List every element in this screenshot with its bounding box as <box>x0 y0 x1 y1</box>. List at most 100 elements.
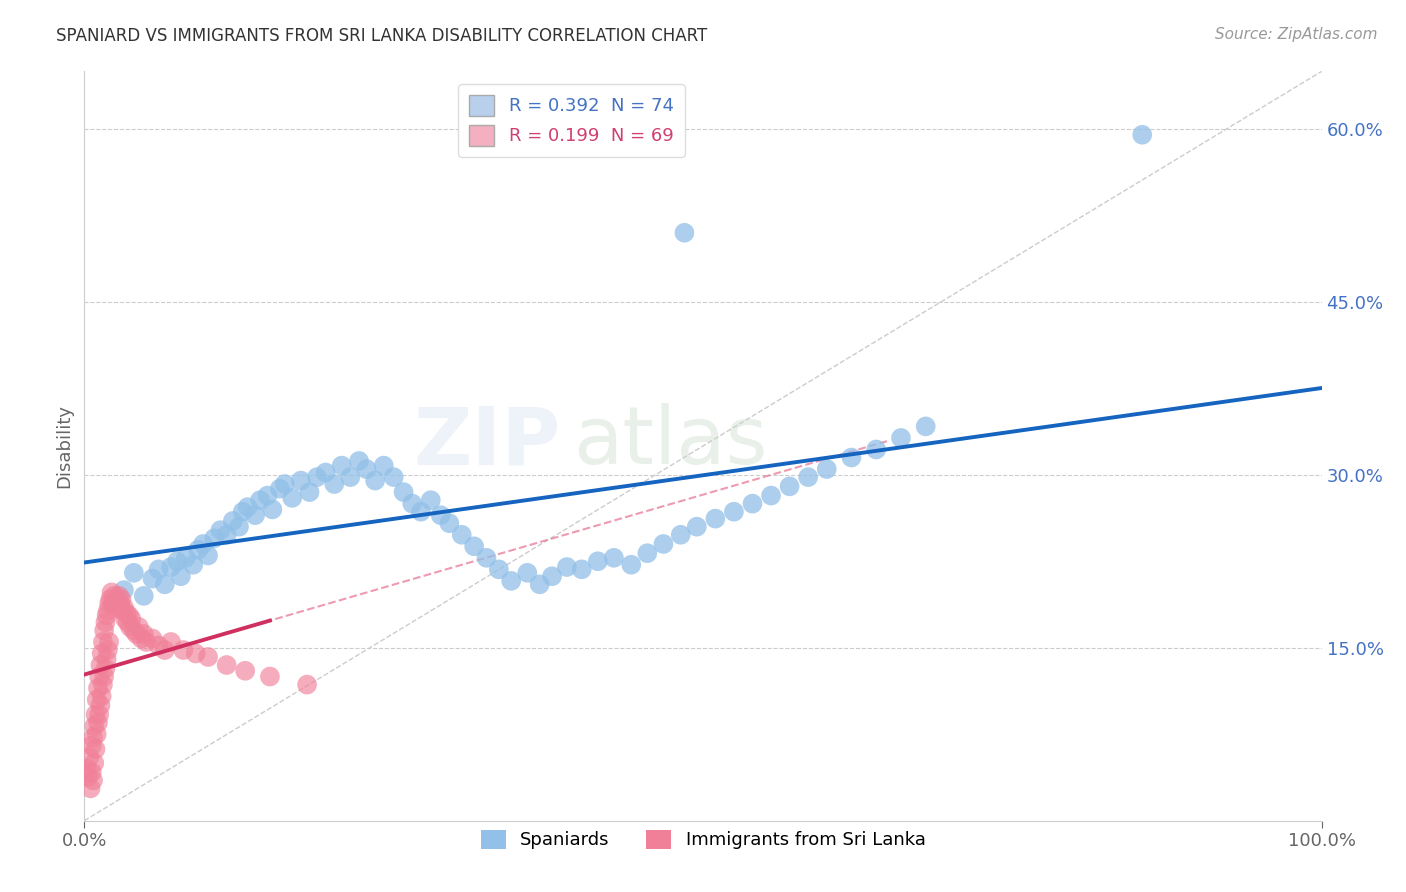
Legend: Spaniards, Immigrants from Sri Lanka: Spaniards, Immigrants from Sri Lanka <box>474 822 932 856</box>
Point <box>120 620 142 634</box>
Point <box>132 627 155 641</box>
Point <box>236 500 259 514</box>
Point <box>228 519 250 533</box>
Point <box>135 635 157 649</box>
Point <box>330 458 353 473</box>
Point <box>723 505 745 519</box>
Point <box>97 643 120 657</box>
Point <box>77 770 100 784</box>
Point <box>797 470 820 484</box>
Point <box>80 765 103 780</box>
Point <box>83 756 105 770</box>
Point <box>759 489 782 503</box>
Point <box>488 562 510 576</box>
Point <box>704 511 727 525</box>
Point <box>82 731 104 745</box>
Point <box>96 652 118 666</box>
Point <box>373 458 395 473</box>
Point <box>914 419 936 434</box>
Point <box>148 562 170 576</box>
Y-axis label: Disability: Disability <box>55 404 73 488</box>
Point <box>463 539 485 553</box>
Point <box>125 627 148 641</box>
Point <box>94 615 117 630</box>
Point <box>110 592 132 607</box>
Point <box>392 485 415 500</box>
Point <box>112 583 135 598</box>
Point <box>84 707 107 722</box>
Point <box>249 493 271 508</box>
Point <box>89 658 111 673</box>
Point <box>686 519 709 533</box>
Point <box>170 569 193 583</box>
Point <box>382 470 405 484</box>
Point <box>86 692 108 706</box>
Point <box>174 550 197 565</box>
Point <box>112 600 135 615</box>
Point <box>209 523 232 537</box>
Point <box>86 727 108 741</box>
Point <box>262 502 284 516</box>
Point <box>673 226 696 240</box>
Point <box>620 558 643 572</box>
Point <box>364 474 387 488</box>
Text: atlas: atlas <box>574 403 768 482</box>
Point <box>103 589 125 603</box>
Point <box>91 635 114 649</box>
Point <box>153 643 176 657</box>
Point <box>865 442 887 457</box>
Point <box>105 592 128 607</box>
Point <box>295 678 318 692</box>
Point <box>233 664 256 678</box>
Point <box>111 604 134 618</box>
Point <box>129 632 152 646</box>
Point <box>80 739 103 753</box>
Point <box>187 542 209 557</box>
Point <box>339 470 361 484</box>
Point <box>269 482 291 496</box>
Point <box>87 681 110 695</box>
Point <box>93 624 115 638</box>
Point <box>89 698 111 713</box>
Text: Source: ZipAtlas.com: Source: ZipAtlas.com <box>1215 27 1378 42</box>
Point <box>555 560 578 574</box>
Point <box>118 608 141 623</box>
Point <box>114 612 136 626</box>
Point <box>117 615 139 630</box>
Point <box>141 572 163 586</box>
Point <box>76 762 98 776</box>
Point <box>741 497 763 511</box>
Text: ZIP: ZIP <box>413 403 561 482</box>
Point <box>669 528 692 542</box>
Point <box>101 597 124 611</box>
Point <box>108 589 131 603</box>
Point <box>197 549 219 563</box>
Point <box>115 606 138 620</box>
Point <box>541 569 564 583</box>
Point <box>409 505 432 519</box>
Point <box>529 577 551 591</box>
Point <box>222 514 245 528</box>
Point <box>107 600 129 615</box>
Point <box>202 531 225 545</box>
Point <box>356 462 378 476</box>
Point <box>79 750 101 764</box>
Point <box>281 491 304 505</box>
Point <box>166 554 188 568</box>
Point <box>82 773 104 788</box>
Point <box>120 612 142 626</box>
Point <box>100 585 122 599</box>
Point <box>652 537 675 551</box>
Point <box>323 477 346 491</box>
Point <box>79 781 101 796</box>
Point <box>94 661 117 675</box>
Point <box>890 431 912 445</box>
Point <box>290 474 312 488</box>
Point <box>153 577 176 591</box>
Point <box>160 560 183 574</box>
Point <box>603 550 626 565</box>
Point <box>110 597 132 611</box>
Point <box>259 669 281 683</box>
Text: SPANIARD VS IMMIGRANTS FROM SRI LANKA DISABILITY CORRELATION CHART: SPANIARD VS IMMIGRANTS FROM SRI LANKA DI… <box>56 27 707 45</box>
Point <box>274 477 297 491</box>
